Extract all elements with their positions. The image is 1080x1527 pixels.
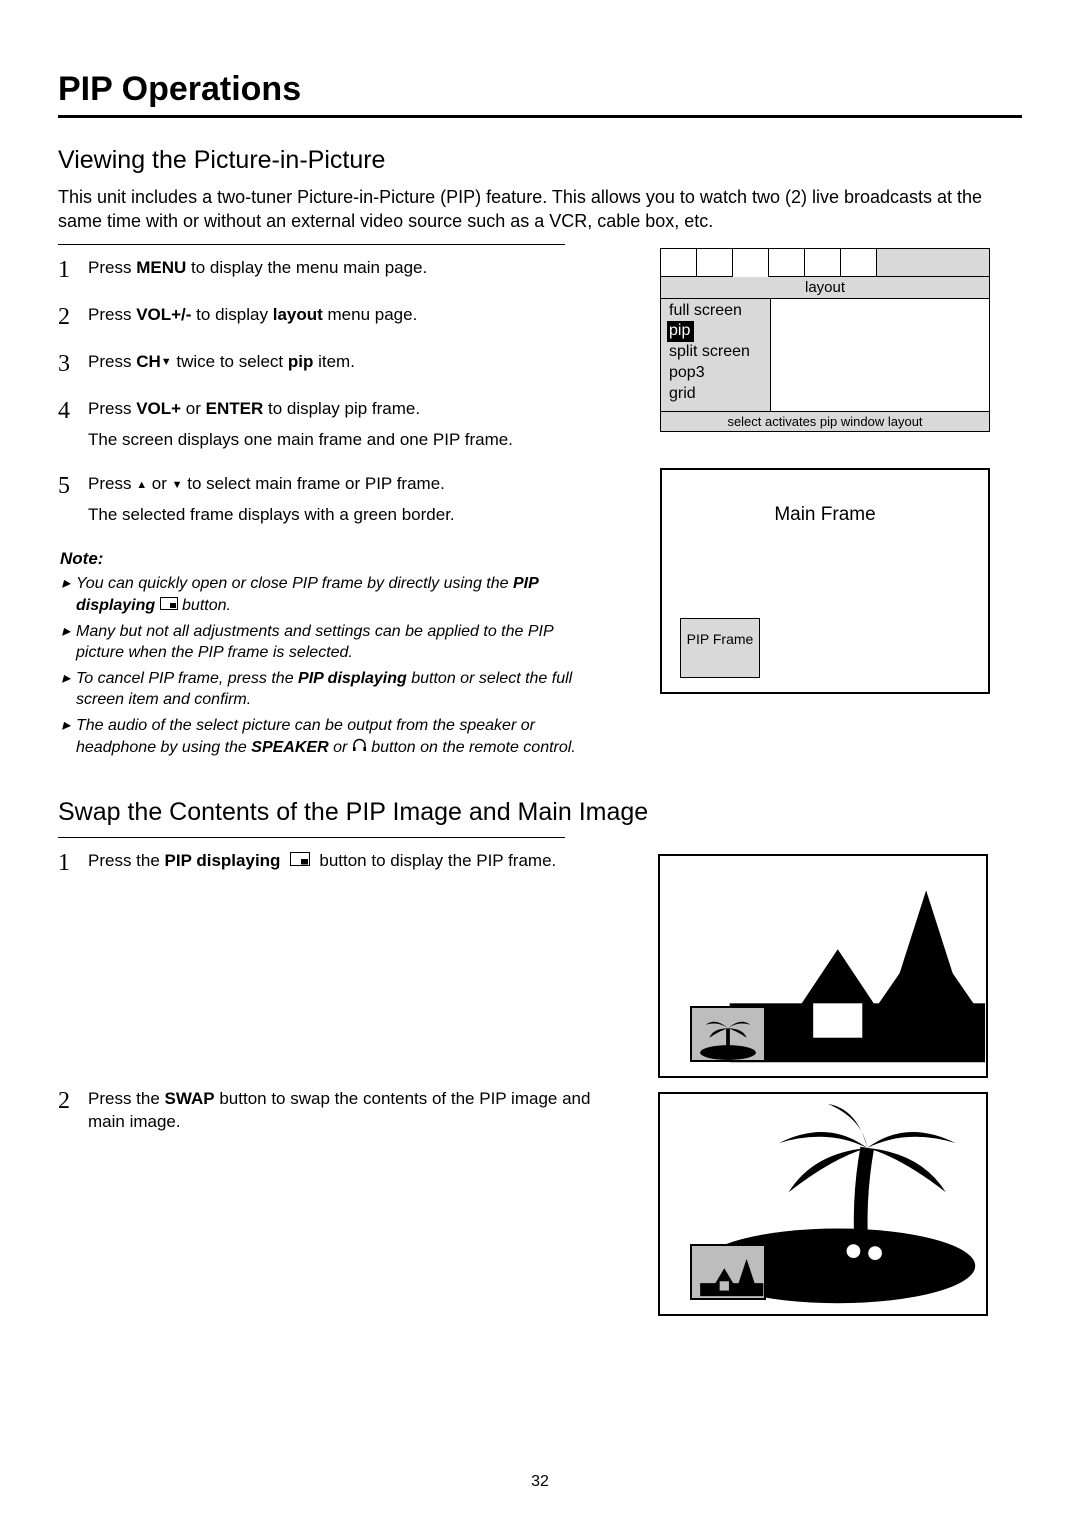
section-rule [58, 244, 565, 245]
t: CH [136, 352, 161, 371]
scene-before [658, 854, 988, 1078]
down-triangle-icon: ▼ [161, 355, 172, 370]
t: SWAP [165, 1089, 215, 1108]
up-triangle-icon: ▲ [136, 478, 147, 493]
main-frame-label: Main Frame [662, 504, 988, 526]
down-triangle-icon: ▼ [172, 478, 183, 493]
menu-item: grid [667, 384, 770, 405]
t: or [147, 474, 172, 493]
t: Press [88, 474, 136, 493]
t: PIP displaying [298, 670, 407, 687]
step-2: 2 Press VOL+/- to display layout menu pa… [58, 304, 598, 329]
t: pip [288, 352, 314, 371]
t: button to display the PIP frame. [315, 851, 557, 870]
layout-menu-diagram: layout full screen pip split screen pop3… [660, 248, 990, 432]
steps-list-1: 1 Press MENU to display the menu main pa… [58, 257, 598, 528]
notes-list: ▸You can quickly open or close PIP frame… [58, 573, 598, 758]
palm-icon [692, 1008, 764, 1060]
note-item: ▸The audio of the select picture can be … [58, 715, 598, 758]
t: SPEAKER [251, 739, 328, 756]
t: Many but not all adjustments and setting… [76, 621, 598, 664]
swap-step-1: 1 Press the PIP displaying button to dis… [58, 850, 598, 875]
pip-frame-label: PIP Frame [680, 618, 760, 678]
section-rule [58, 837, 565, 838]
step-3: 3 Press CH▼ twice to select pip item. [58, 351, 598, 376]
note-heading: Note: [60, 549, 598, 569]
t: Press [88, 258, 136, 277]
menu-footer: select activates pip window layout [661, 411, 989, 431]
t: Press the [88, 1089, 165, 1108]
t: ENTER [206, 399, 264, 418]
t: or [181, 399, 206, 418]
layout-label: layout [661, 277, 989, 299]
t: or [329, 739, 352, 756]
t: The selected frame displays with a green… [88, 504, 455, 527]
note-item: ▸Many but not all adjustments and settin… [58, 621, 598, 664]
t: to display [191, 305, 272, 324]
section2-heading: Swap the Contents of the PIP Image and M… [58, 798, 1022, 827]
t: MENU [136, 258, 186, 277]
title-rule [58, 115, 1022, 118]
mountain-tree-small-icon [692, 1246, 764, 1298]
t: The screen displays one main frame and o… [88, 429, 513, 452]
t: Press the [88, 851, 165, 870]
step-4: 4 Press VOL+ or ENTER to display pip fra… [58, 398, 598, 452]
t: VOL+ [136, 399, 181, 418]
step-1: 1 Press MENU to display the menu main pa… [58, 257, 598, 282]
note-item: ▸You can quickly open or close PIP frame… [58, 573, 598, 616]
t: item. [313, 352, 355, 371]
headphone-icon [352, 737, 367, 759]
section1-heading: Viewing the Picture-in-Picture [58, 146, 1022, 175]
swap-step-2: 2 Press the SWAP button to swap the cont… [58, 1088, 598, 1134]
t: layout [273, 305, 323, 324]
section1-intro: This unit includes a two-tuner Picture-i… [58, 185, 1022, 234]
note-item: ▸To cancel PIP frame, press the PIP disp… [58, 668, 598, 711]
t: to display the menu main page. [186, 258, 427, 277]
t: button on the remote control. [367, 739, 576, 756]
t: to display pip frame. [263, 399, 420, 418]
menu-list: full screen pip split screen pop3 grid [661, 299, 771, 411]
t: button. [178, 597, 231, 614]
frame-diagram: Main Frame PIP Frame [660, 468, 990, 694]
pip-icon [160, 595, 178, 617]
t: VOL+/- [136, 305, 191, 324]
scene-after [658, 1092, 988, 1316]
pip-inset [690, 1244, 766, 1300]
t: You can quickly open or close PIP frame … [76, 575, 513, 592]
t: Press [88, 399, 136, 418]
t: menu page. [323, 305, 418, 324]
t: To cancel PIP frame, press the [76, 670, 298, 687]
pip-icon [290, 850, 310, 873]
menu-item: full screen [667, 301, 770, 322]
step-5: 5 Press ▲ or ▼ to select main frame or P… [58, 473, 598, 527]
t: twice to select [172, 352, 288, 371]
t: to select main frame or PIP frame. [183, 474, 445, 493]
page-title: PIP Operations [58, 70, 1022, 109]
t: Press [88, 305, 136, 324]
t: Press [88, 352, 136, 371]
pip-inset [690, 1006, 766, 1062]
menu-item: split screen [667, 342, 770, 363]
page-number: 32 [0, 1473, 1080, 1491]
t: PIP displaying [165, 851, 286, 870]
menu-item-selected: pip [667, 321, 694, 342]
menu-item: pop3 [667, 363, 770, 384]
